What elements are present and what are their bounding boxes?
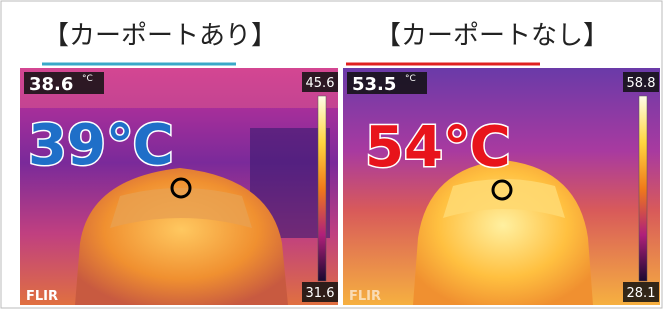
thermal-image: 38.6 °C 45.6 31.6 39℃ FLIR: [20, 68, 338, 305]
temperature-label: 54℃: [365, 115, 511, 180]
brand: FLIR: [349, 289, 381, 304]
readout: 53.5: [352, 74, 396, 95]
scale-min: 28.1: [627, 286, 656, 301]
unit: °C: [405, 74, 416, 84]
scale-max: 58.8: [627, 76, 656, 91]
comparison: 【カーポートあり】 【カーポートなし】 38.6 °C 45.6 31.6 39…: [0, 0, 663, 309]
header-left: 【カーポートあり】: [43, 21, 277, 51]
thermal-image: 53.5 °C 58.8 28.1 54℃ FLIR: [343, 68, 660, 305]
header-right: 【カーポートなし】: [375, 21, 609, 51]
scale-min: 31.6: [306, 286, 335, 301]
brand: FLIR: [26, 289, 58, 304]
readout: 38.6: [29, 74, 73, 95]
scale-max: 45.6: [306, 76, 335, 91]
temperature-label: 39℃: [28, 113, 174, 178]
unit: °C: [82, 74, 93, 84]
